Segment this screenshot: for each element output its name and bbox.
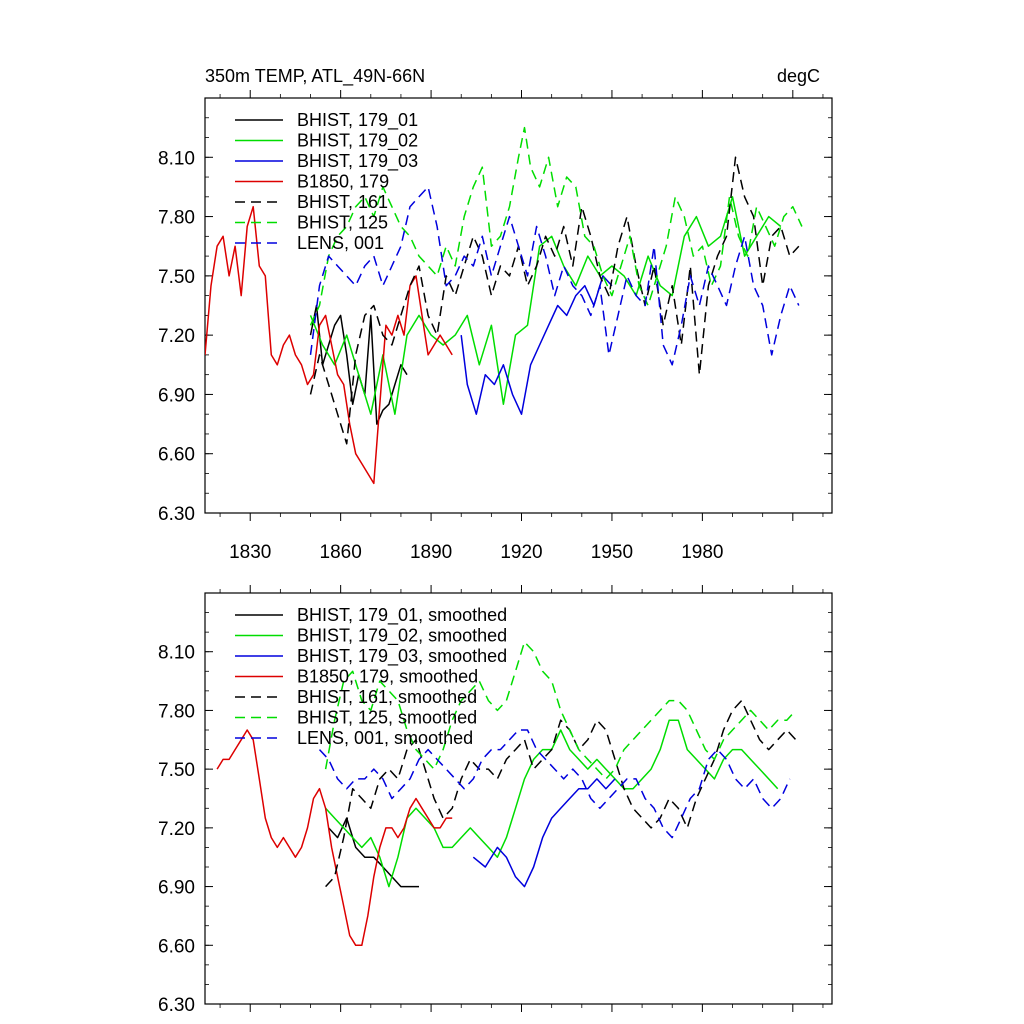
y-tick-label: 6.90 xyxy=(158,385,195,406)
series-line xyxy=(309,156,800,445)
legend-label: BHIST, 179_02 xyxy=(297,131,418,152)
chart-title: 350m TEMP, ATL_49N-66N xyxy=(205,66,425,87)
legend-label: B1850, 179 xyxy=(297,172,389,192)
y-tick-label: 7.80 xyxy=(158,208,195,229)
x-tick-label: 1830 xyxy=(229,542,271,563)
y-tick-label: 8.10 xyxy=(158,643,195,664)
x-tick-label: 1950 xyxy=(591,542,633,563)
y-tick-label: 7.20 xyxy=(158,326,195,347)
y-tick-label: 6.90 xyxy=(158,878,195,899)
series-line xyxy=(309,186,800,366)
x-tick-label: 1920 xyxy=(500,542,542,563)
series-group xyxy=(216,641,797,947)
bottom-panel: 6.30 6.60 6.90 7.20 7.50 7.80 8.10 BHIST, 179_0… xyxy=(158,585,833,1016)
chart-units-label: degC xyxy=(777,66,820,86)
y-tick-label: 7.80 xyxy=(158,701,195,722)
y-tick-label: 6.30 xyxy=(158,995,195,1016)
y-tick-label: 6.60 xyxy=(158,445,195,466)
series-line xyxy=(324,641,797,780)
series-line xyxy=(216,729,453,947)
y-tick-label: 7.20 xyxy=(158,819,195,840)
legend-label: BHIST, 125 xyxy=(297,213,388,233)
legend-label: B1850, 179, smoothed xyxy=(297,667,478,687)
y-tick-label: 7.50 xyxy=(158,760,195,781)
plot-frame xyxy=(204,97,833,514)
x-tick-label: 1890 xyxy=(410,542,452,563)
series-line xyxy=(472,778,616,888)
legend-label: BHIST, 179_03, smoothed xyxy=(297,646,507,667)
legend-label: BHIST, 161 xyxy=(297,192,388,212)
legend-label: BHIST, 179_02, smoothed xyxy=(297,626,507,647)
legend-label: BHIST, 179_03 xyxy=(297,151,418,172)
x-tick-label: 1860 xyxy=(320,542,362,563)
legend-label: BHIST, 161, smoothed xyxy=(297,687,477,707)
series-group xyxy=(205,126,803,485)
series-line xyxy=(318,729,791,839)
legend-label: BHIST, 179_01 xyxy=(297,110,418,131)
series-line xyxy=(328,817,419,888)
x-tick-label: 1980 xyxy=(681,542,723,563)
top-panel: 6.30 6.60 6.90 7.20 7.50 7.80 8.10 1830 1860 1890… xyxy=(158,90,833,563)
series-line xyxy=(309,126,803,326)
series-line xyxy=(325,699,797,888)
series-line xyxy=(309,196,782,415)
y-tick-label: 6.60 xyxy=(158,936,195,957)
plot-frame xyxy=(204,592,833,1005)
y-tick-label: 6.30 xyxy=(158,504,195,525)
series-line xyxy=(460,275,613,415)
legend-label: BHIST, 125, smoothed xyxy=(297,708,477,728)
series-line xyxy=(309,304,408,425)
y-tick-label: 8.10 xyxy=(158,148,195,169)
y-tick-label: 7.50 xyxy=(158,267,195,288)
legend-label: LENS, 001, smoothed xyxy=(297,728,473,748)
legend-label: BHIST, 179_01, smoothed xyxy=(297,605,507,626)
legend-label: LENS, 001 xyxy=(297,233,384,253)
